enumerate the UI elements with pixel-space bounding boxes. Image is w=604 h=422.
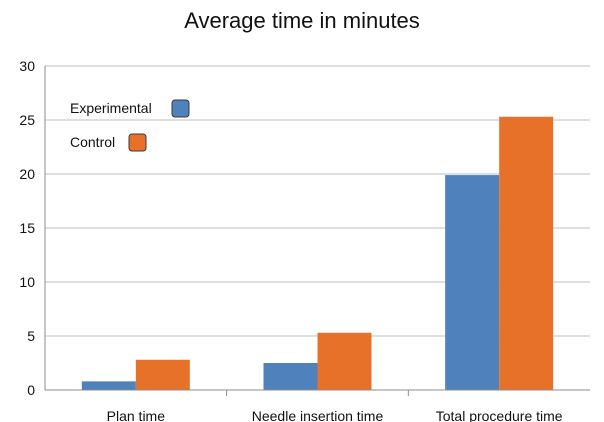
bar-experimental-1 <box>81 381 136 390</box>
legend-label: Experimental <box>70 100 152 116</box>
bar-control-1 <box>135 359 190 390</box>
axes: 0 5 10 15 20 25 30 Plan time Needle insertion ti… <box>19 58 590 422</box>
bar-experimental-2 <box>263 363 318 390</box>
legend-label: Control <box>70 134 115 150</box>
bar-control-3 <box>499 116 554 390</box>
bar-control-2 <box>317 332 372 390</box>
x-tick-label: Plan time <box>107 408 166 422</box>
legend-swatch <box>171 99 190 118</box>
legend-swatch <box>128 133 147 152</box>
bar-experimental-3 <box>445 175 500 390</box>
x-tick-label: Total procedure time <box>436 408 563 422</box>
y-tick-label: 25 <box>19 112 35 128</box>
y-tick-label: 15 <box>19 220 35 236</box>
y-tick-label: 30 <box>19 58 35 74</box>
x-tick-label: Needle insertion time <box>252 408 384 422</box>
y-tick-label: 20 <box>19 166 35 182</box>
bars <box>81 116 554 390</box>
chart-title: Average time in minutes <box>184 8 420 33</box>
y-tick-label: 10 <box>19 274 35 290</box>
y-tick-label: 5 <box>27 328 35 344</box>
legend: Experimental Control <box>70 99 190 152</box>
grid-lines <box>45 65 590 337</box>
y-tick-label: 0 <box>27 382 35 398</box>
